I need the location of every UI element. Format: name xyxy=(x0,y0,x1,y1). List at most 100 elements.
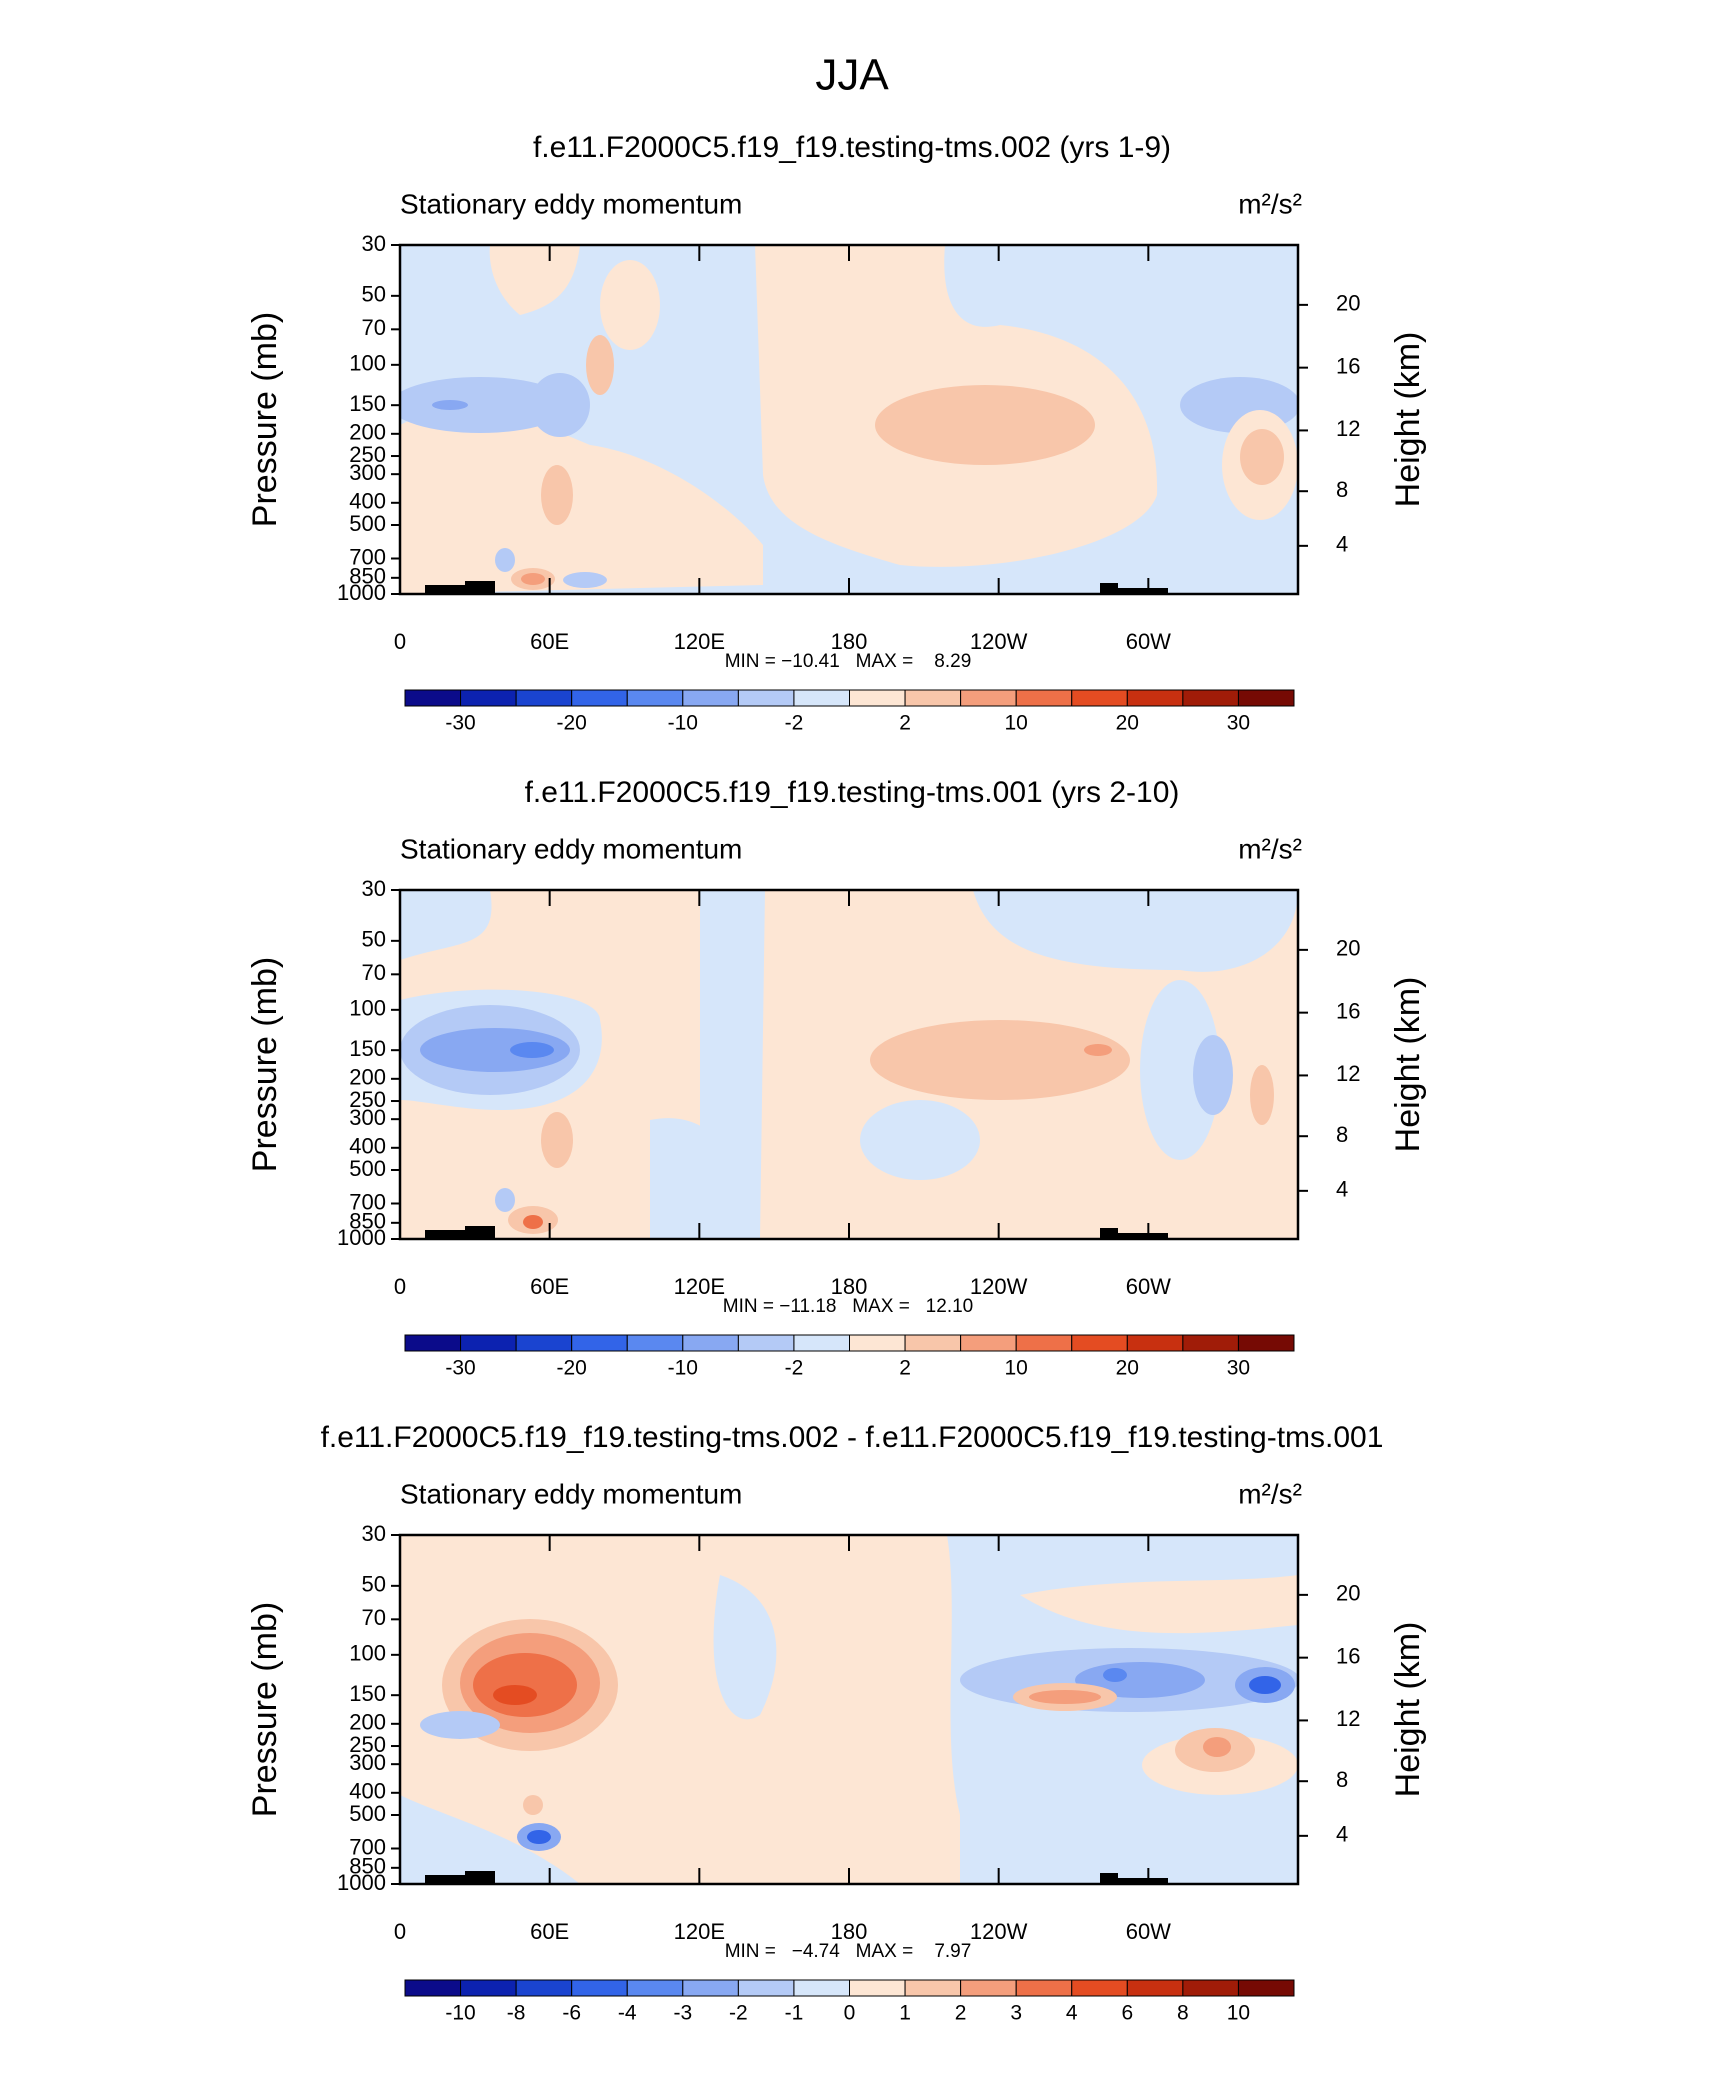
y-tick-label: 250 xyxy=(349,442,386,467)
y-tick-label: 50 xyxy=(362,282,386,307)
panel-title: f.e11.F2000C5.f19_f19.testing-tms.002 - … xyxy=(321,1421,1384,1454)
y-axis-label: Pressure (mb) xyxy=(246,312,284,527)
y-tick-label: 200 xyxy=(349,1065,386,1090)
colorbar-label: -10 xyxy=(668,1357,698,1380)
min-max: MIN = −4.74 MAX = 7.97 xyxy=(725,1941,972,1962)
y-tick-label: 1000 xyxy=(337,1225,386,1250)
units: m²/s² xyxy=(1238,833,1302,864)
y-tick-label: 50 xyxy=(362,1572,386,1597)
y-tick-label: 100 xyxy=(349,996,386,1021)
y2-axis-label: Height (km) xyxy=(1389,977,1427,1153)
x-tick-label: 0 xyxy=(394,1274,406,1299)
colorbar-box xyxy=(515,1334,573,1352)
y-tick-label: 150 xyxy=(349,391,386,416)
colorbar-box xyxy=(793,1334,850,1352)
subtitle: Stationary eddy momentum xyxy=(400,1478,742,1509)
colorbar-box xyxy=(571,1979,628,1997)
x-tick-label: 60E xyxy=(530,1274,569,1299)
colorbar-box xyxy=(904,689,962,707)
subtitle: Stationary eddy momentum xyxy=(400,188,742,219)
y-tick-label: 850 xyxy=(349,1209,386,1234)
min-max: MIN = −10.41 MAX = 8.29 xyxy=(725,651,972,672)
y-tick-label: 850 xyxy=(349,1854,386,1879)
colorbar-box xyxy=(1182,1979,1239,1997)
colorbar-label: 20 xyxy=(1116,712,1139,735)
y2-tick-label: 4 xyxy=(1336,532,1348,557)
colorbar-label: 8 xyxy=(1177,2002,1189,2025)
colorbar-box xyxy=(682,1979,739,1997)
y2-tick-label: 16 xyxy=(1336,998,1360,1023)
y-tick-label: 30 xyxy=(362,876,386,901)
y2-tick-label: 16 xyxy=(1336,353,1360,378)
x-tick-label: 120W xyxy=(970,629,1028,654)
colorbar-label: 2 xyxy=(955,2002,967,2025)
panel-title: f.e11.F2000C5.f19_f19.testing-tms.002 (y… xyxy=(533,131,1171,164)
colorbar-label: 20 xyxy=(1116,1357,1139,1380)
colorbar-box xyxy=(626,1979,684,1997)
x-tick-label: 120E xyxy=(674,1274,725,1299)
x-tick-label: 120W xyxy=(970,1919,1028,1944)
colorbar-box xyxy=(571,689,628,707)
y-tick-label: 100 xyxy=(349,351,386,376)
x-tick-label: 60W xyxy=(1126,1274,1171,1299)
colorbar-box xyxy=(793,1979,850,1997)
colorbar-label: -30 xyxy=(445,712,475,735)
y-tick-label: 700 xyxy=(349,1189,386,1214)
y2-tick-label: 12 xyxy=(1336,416,1360,441)
y2-axis-label: Height (km) xyxy=(1389,1622,1427,1798)
colorbar-box xyxy=(515,1979,573,1997)
colorbar-box xyxy=(793,689,850,707)
colorbar-box xyxy=(849,1979,906,1997)
y2-tick-label: 20 xyxy=(1336,936,1360,961)
colorbar-label: 10 xyxy=(1227,2002,1250,2025)
colorbar-label: -30 xyxy=(445,1357,475,1380)
y-tick-label: 400 xyxy=(349,1779,386,1804)
colorbar-box xyxy=(737,689,795,707)
colorbar-box xyxy=(960,1334,1017,1352)
colorbar-label: 2 xyxy=(899,712,911,735)
panel-title: f.e11.F2000C5.f19_f19.testing-tms.001 (y… xyxy=(525,776,1180,809)
y-tick-label: 50 xyxy=(362,927,386,952)
colorbar-label: -20 xyxy=(557,712,587,735)
y-tick-label: 150 xyxy=(349,1036,386,1061)
y-tick-label: 100 xyxy=(349,1641,386,1666)
colorbar-box xyxy=(904,1979,962,1997)
colorbar-label: -10 xyxy=(445,2002,475,2025)
y2-tick-label: 20 xyxy=(1336,1581,1360,1606)
colorbar-box xyxy=(682,1334,739,1352)
y-tick-label: 250 xyxy=(349,1732,386,1757)
y2-axis-label: Height (km) xyxy=(1389,332,1427,508)
colorbar-box xyxy=(849,1334,906,1352)
x-tick-label: 180 xyxy=(831,1919,868,1944)
y-tick-label: 200 xyxy=(349,1710,386,1735)
y2-tick-label: 16 xyxy=(1336,1643,1360,1668)
colorbar-box xyxy=(849,689,906,707)
colorbar-box xyxy=(1071,1979,1128,1997)
colorbar-box xyxy=(1071,689,1128,707)
colorbar-label: 1 xyxy=(899,2002,911,2025)
contour-field xyxy=(400,890,1298,1239)
y-tick-label: 150 xyxy=(349,1681,386,1706)
colorbar-box xyxy=(1182,689,1239,707)
colorbar-box xyxy=(404,1334,462,1352)
colorbar-label: -10 xyxy=(668,712,698,735)
colorbar-box xyxy=(1126,689,1184,707)
x-tick-label: 120W xyxy=(970,1274,1028,1299)
colorbar-label: -2 xyxy=(785,1357,804,1380)
colorbar-box xyxy=(404,689,462,707)
y-tick-label: 70 xyxy=(362,960,386,985)
colorbar-box xyxy=(1071,1334,1128,1352)
y-tick-label: 300 xyxy=(349,1105,386,1130)
y-tick-label: 250 xyxy=(349,1087,386,1112)
colorbar-box xyxy=(960,1979,1017,1997)
y-tick-label: 1000 xyxy=(337,1870,386,1895)
y-tick-label: 500 xyxy=(349,1156,386,1181)
colorbar-box xyxy=(1237,1979,1295,1997)
subtitle: Stationary eddy momentum xyxy=(400,833,742,864)
y-tick-label: 400 xyxy=(349,489,386,514)
colorbar-label: -3 xyxy=(673,2002,692,2025)
x-tick-label: 180 xyxy=(831,629,868,654)
colorbar-label: -8 xyxy=(507,2002,526,2025)
y2-tick-label: 4 xyxy=(1336,1177,1348,1202)
